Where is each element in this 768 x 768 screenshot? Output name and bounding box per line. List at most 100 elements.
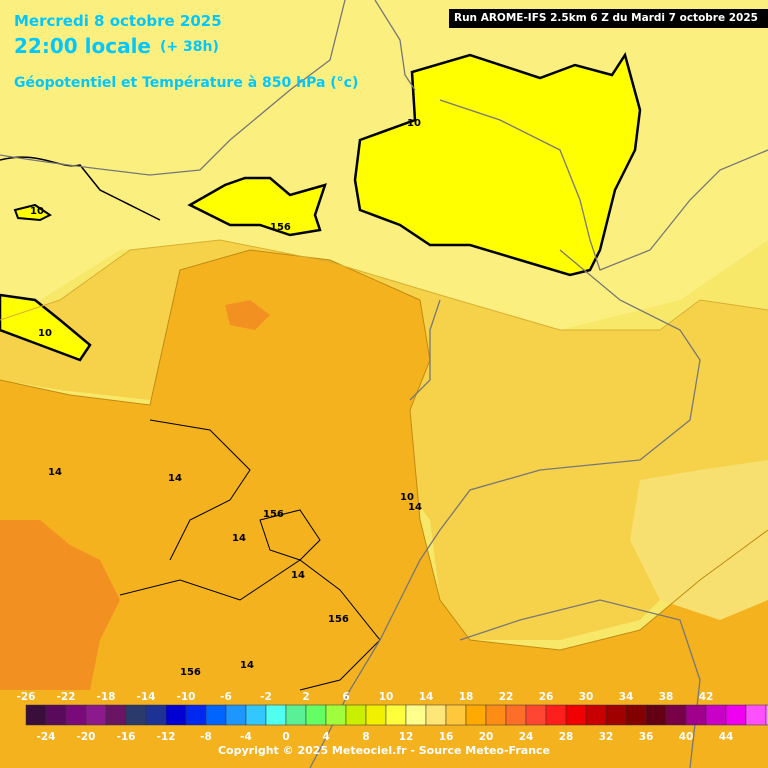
legend-bottom-label: 32	[599, 731, 614, 743]
contour-label: 14	[240, 660, 254, 671]
legend-swatch	[685, 704, 707, 726]
border-line	[459, 599, 701, 768]
temp-zone-16	[0, 520, 120, 690]
legend-swatch	[465, 704, 487, 726]
geopotential-zone-4	[13, 203, 52, 222]
legend-swatch	[65, 704, 87, 726]
legend-bottom-label: 8	[362, 731, 369, 743]
legend-swatch	[525, 704, 547, 726]
legend-top-label: -26	[17, 691, 36, 703]
legend-swatch	[565, 704, 587, 726]
legend-top-label: 2	[302, 691, 309, 703]
legend-swatch	[645, 704, 667, 726]
legend-top-label: 34	[619, 691, 634, 703]
legend-top-label: -10	[177, 691, 196, 703]
legend-swatch	[265, 704, 287, 726]
legend-swatch	[205, 704, 227, 726]
legend-swatch	[25, 704, 47, 726]
isotherm-line	[0, 239, 768, 331]
legend-bottom-label: 24	[519, 731, 534, 743]
contour-line	[259, 509, 321, 561]
legend-swatch	[185, 704, 207, 726]
border-line	[374, 0, 416, 91]
contour-label: 10	[407, 118, 421, 129]
legend-swatch	[445, 704, 467, 726]
legend-bottom-label: 36	[639, 731, 654, 743]
contour-line	[149, 419, 251, 561]
copyright-text: Copyright © 2025 Meteociel.fr - Source M…	[217, 744, 551, 757]
legend-swatch	[605, 704, 627, 726]
legend-swatch	[665, 704, 687, 726]
legend-bottom-label: 16	[439, 731, 454, 743]
map-subtitle: Géopotentiel et Température à 850 hPa (°…	[14, 75, 359, 91]
contour-line	[119, 559, 381, 691]
forecast-offset: (+ 38h)	[160, 39, 219, 55]
legend-swatch	[105, 704, 127, 726]
legend-swatch	[485, 704, 507, 726]
legend-top-label: 30	[579, 691, 594, 703]
contour-label: 14	[232, 533, 246, 544]
geopotential-zone-3	[0, 293, 92, 362]
legend-top-label: 18	[459, 691, 474, 703]
legend-swatch	[345, 704, 367, 726]
legend-swatch	[165, 704, 187, 726]
contour-label: 156	[270, 222, 291, 233]
legend-top-label: 26	[539, 691, 554, 703]
legend-bottom-label: 12	[399, 731, 414, 743]
geopotential-zone-1	[353, 51, 642, 277]
legend-swatch	[425, 704, 447, 726]
legend-bottom-label: -8	[200, 731, 212, 743]
legend-swatch	[145, 704, 167, 726]
legend-swatch	[225, 704, 247, 726]
legend-top-label: 22	[499, 691, 514, 703]
isotherm-line	[0, 249, 768, 651]
legend-bottom-label: 44	[719, 731, 734, 743]
legend-swatch	[125, 704, 147, 726]
contour-label: 14	[168, 473, 182, 484]
legend-swatch	[385, 704, 407, 726]
legend-swatch	[85, 704, 107, 726]
legend-swatch	[725, 704, 747, 726]
legend-swatch	[305, 704, 327, 726]
legend-top-label: 6	[342, 691, 349, 703]
legend-bottom-label: -24	[37, 731, 56, 743]
contour-label: 156	[263, 509, 284, 520]
legend-top-label: 38	[659, 691, 674, 703]
legend-swatch	[765, 704, 768, 726]
legend-swatch	[365, 704, 387, 726]
temp-zone-16-b	[225, 300, 270, 330]
legend-bottom-label: 4	[322, 731, 329, 743]
color-legend: -26 -22 -18 -14 -10 -6 -2 2 6 10 14 18 22 26 30 34 38 42-…	[17, 691, 768, 743]
legend-swatch	[45, 704, 67, 726]
legend-swatch	[505, 704, 527, 726]
contour-label: 14	[291, 570, 305, 581]
legend-bottom-label: 28	[559, 731, 574, 743]
legend-bottom-label: -16	[117, 731, 136, 743]
legend-top-label: -22	[57, 691, 76, 703]
contour-label: 14	[48, 467, 62, 478]
legend-swatch	[625, 704, 647, 726]
border-line	[409, 299, 441, 401]
forecast-date: Mercredi 8 octobre 2025	[14, 12, 222, 30]
temp-zone-14	[0, 250, 768, 768]
border-line	[0, 0, 346, 176]
legend-bottom-label: -4	[240, 731, 252, 743]
legend-top-label: -2	[260, 691, 272, 703]
legend-swatch	[705, 704, 727, 726]
legend-top-label: -18	[97, 691, 116, 703]
legend-swatch	[285, 704, 307, 726]
border-line	[439, 99, 768, 271]
legend-top-label: 42	[699, 691, 714, 703]
contour-label: 10	[400, 492, 414, 503]
legend-bottom-label: -20	[77, 731, 96, 743]
legend-bottom-label: 20	[479, 731, 494, 743]
run-info-banner: Run AROME-IFS 2.5km 6 Z du Mardi 7 octob…	[449, 9, 768, 28]
border-line	[309, 249, 701, 768]
legend-top-label: -14	[137, 691, 156, 703]
legend-swatch	[405, 704, 427, 726]
legend-swatch	[545, 704, 567, 726]
temp-zone-east	[630, 460, 768, 620]
legend-bottom-label: 0	[282, 731, 289, 743]
legend-swatch	[585, 704, 607, 726]
